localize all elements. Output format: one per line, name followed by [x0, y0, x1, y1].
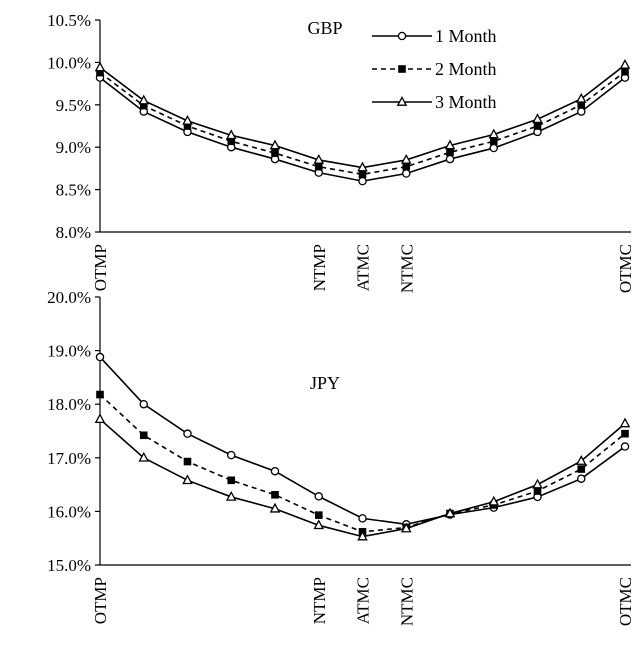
data-point-2month: [402, 162, 411, 171]
data-point-3month: [225, 490, 237, 501]
data-point-3month: [357, 161, 368, 172]
data-point-2month: [96, 68, 104, 77]
gbp-chart: 8.0% 8.5% 9.0% 9.5% 10.0% 10.5% OTMP NTMP ATMC NT…: [47, 11, 635, 293]
data-point-2month: [139, 431, 148, 440]
legend-label: 1 Month: [435, 26, 497, 46]
data-point-3month: [444, 507, 456, 518]
data-point-2month: [577, 465, 586, 473]
data-point-1month: [577, 107, 586, 116]
jpy-chart: 15.0% 16.0% 17.0% 18.0% 19.0% 20.0% OTMP NTMP AT…: [47, 288, 635, 626]
data-point-3month: [575, 455, 587, 465]
data-point-3month: [619, 58, 631, 69]
data-point-3month: [444, 139, 456, 150]
data-point-3month: [138, 451, 150, 462]
x-category-label: ATMC: [354, 577, 373, 624]
data-point-3month: [400, 153, 412, 164]
data-point-3month: [532, 113, 543, 124]
data-point-3month: [269, 139, 281, 150]
data-point-2month: [271, 490, 279, 499]
y-tick-label: 16.0%: [47, 502, 91, 521]
legend-marker-1month: [397, 31, 407, 41]
data-point-2month: [577, 101, 586, 109]
data-point-2month: [227, 476, 236, 485]
data-point-3month: [94, 413, 106, 424]
series-line-2: [99, 393, 626, 533]
data-point-3month: [313, 153, 325, 164]
data-point-2month: [183, 122, 192, 130]
x-category-label: NTMC: [397, 244, 416, 293]
chart-title: JPY: [310, 373, 340, 393]
data-point-3month: [532, 478, 543, 489]
data-point-2month: [96, 390, 104, 399]
data-point-2month: [271, 149, 279, 157]
x-category-label: OTMP: [91, 244, 110, 291]
y-tick-label: 8.0%: [56, 223, 91, 242]
data-point-2month: [533, 122, 542, 130]
x-category-label: OTMC: [616, 577, 635, 626]
y-tick-label: 10.0%: [47, 53, 91, 72]
data-point-2month: [621, 429, 629, 438]
data-point-3month: [313, 519, 325, 530]
y-tick-label: 9.5%: [56, 96, 91, 115]
data-point-3month: [619, 417, 631, 428]
y-tick-label: 17.0%: [47, 449, 91, 468]
y-tick-label: 15.0%: [47, 556, 91, 575]
data-point-3month: [488, 495, 500, 506]
data-point-3month: [138, 94, 150, 105]
chart-title: GBP: [307, 18, 342, 38]
data-point-1month: [95, 352, 105, 362]
y-tick-label: 20.0%: [47, 288, 91, 307]
series-line-2: [99, 71, 626, 176]
data-point-1month: [620, 442, 630, 451]
data-point-1month: [358, 514, 367, 523]
legend-label: 2 Month: [435, 59, 497, 79]
data-point-3month: [575, 92, 587, 103]
data-point-2month: [358, 170, 367, 179]
y-tick-label: 10.5%: [47, 11, 91, 30]
legend-marker-2month: [398, 65, 406, 73]
x-category-label: NTMP: [310, 244, 329, 291]
y-tick-label: 19.0%: [47, 342, 91, 361]
data-point-3month: [182, 474, 193, 485]
data-point-2month: [314, 162, 323, 171]
x-category-label: OTMP: [91, 577, 110, 624]
data-point-1month: [226, 450, 236, 460]
data-point-2month: [227, 137, 236, 146]
data-point-3month: [488, 128, 500, 139]
data-point-1month: [445, 154, 455, 164]
data-point-3month: [269, 502, 281, 513]
data-point-1month: [489, 143, 498, 153]
data-point-1month: [139, 399, 148, 409]
x-category-label: ATMC: [354, 244, 373, 291]
data-point-3month: [182, 114, 193, 125]
y-tick-label: 9.0%: [56, 138, 91, 157]
y-tick-label: 8.5%: [56, 181, 91, 200]
x-category-label: OTMC: [616, 244, 635, 293]
data-point-3month: [225, 129, 237, 140]
legend-label: 3 Month: [435, 92, 497, 112]
data-point-3month: [357, 530, 368, 541]
data-point-2month: [139, 101, 148, 110]
legend-marker-3month: [396, 96, 408, 106]
x-category-label: NTMC: [397, 577, 416, 626]
data-point-1month: [314, 492, 323, 501]
data-point-3month: [400, 522, 412, 533]
x-category-label: NTMP: [310, 577, 329, 624]
data-point-2month: [533, 487, 542, 495]
data-point-2month: [446, 148, 454, 157]
data-point-2month: [183, 457, 192, 466]
data-point-1month: [270, 466, 280, 476]
data-point-2month: [621, 67, 629, 76]
data-point-1month: [183, 429, 192, 438]
series-line-1: [99, 356, 626, 526]
data-point-2month: [489, 137, 498, 146]
y-tick-label: 18.0%: [47, 395, 91, 414]
data-point-1month: [401, 169, 411, 178]
data-point-3month: [94, 61, 106, 72]
series-line-3: [99, 64, 626, 169]
data-point-1month: [358, 176, 367, 186]
data-point-1month: [577, 474, 586, 483]
data-point-2month: [314, 511, 323, 519]
